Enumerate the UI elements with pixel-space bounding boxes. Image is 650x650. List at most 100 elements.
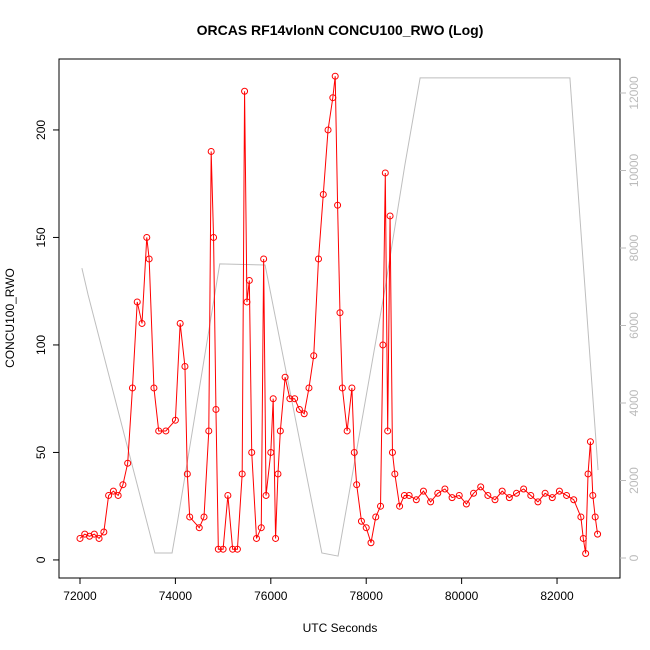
data-point — [594, 530, 602, 538]
x-tick-label: 82000 — [540, 589, 574, 603]
data-point — [224, 491, 232, 499]
data-point — [145, 255, 153, 263]
data-point — [124, 459, 132, 467]
data-point — [372, 513, 380, 521]
data-point — [252, 534, 260, 542]
y2-tick-label: 8000 — [627, 234, 641, 261]
data-point — [109, 487, 117, 495]
data-point — [534, 498, 542, 506]
data-point — [162, 427, 170, 435]
data-point — [241, 87, 249, 95]
data-point — [396, 502, 404, 510]
data-point — [245, 276, 253, 284]
data-point — [448, 494, 456, 502]
data-point — [133, 298, 141, 306]
y-tick-label: 100 — [34, 335, 48, 355]
data-point — [400, 491, 408, 499]
y2-tick-label: 6000 — [627, 312, 641, 339]
data-point — [114, 491, 122, 499]
data-point — [143, 233, 151, 241]
data-point — [582, 549, 590, 557]
y2-tick-label: 4000 — [627, 389, 641, 416]
data-point — [589, 491, 597, 499]
series-line — [81, 77, 599, 557]
data-point — [272, 534, 280, 542]
data-point — [212, 405, 220, 413]
data-point — [281, 373, 289, 381]
data-point — [276, 427, 284, 435]
data-point — [207, 147, 215, 155]
data-point — [381, 169, 389, 177]
data-point — [434, 489, 442, 497]
data-point — [319, 190, 327, 198]
data-point — [257, 524, 265, 532]
data-point — [183, 470, 191, 478]
data-point — [412, 496, 420, 504]
data-point — [555, 487, 563, 495]
data-point — [353, 481, 361, 489]
y-tick-label: 200 — [34, 120, 48, 140]
y2-tick-label: 2000 — [627, 467, 641, 494]
data-point — [181, 362, 189, 370]
data-point — [441, 485, 449, 493]
data-point — [505, 494, 513, 502]
data-point — [138, 319, 146, 327]
x-axis-label: UTC Seconds — [303, 621, 378, 635]
data-point — [200, 513, 208, 521]
data-point — [367, 539, 375, 547]
data-point — [350, 448, 358, 456]
data-point — [324, 126, 332, 134]
series-line — [79, 76, 599, 554]
data-point — [348, 384, 356, 392]
data-point — [291, 395, 299, 403]
data-point — [150, 384, 158, 392]
data-point — [591, 513, 599, 521]
data-point — [498, 487, 506, 495]
data-point — [484, 491, 492, 499]
data-point — [214, 545, 222, 553]
data-point — [171, 416, 179, 424]
data-point — [90, 530, 98, 538]
data-point — [128, 384, 136, 392]
data-point — [343, 427, 351, 435]
data-point — [229, 545, 237, 553]
data-point — [286, 395, 294, 403]
data-point — [238, 470, 246, 478]
data-point — [462, 500, 470, 508]
data-point — [76, 534, 84, 542]
data-point — [274, 470, 282, 478]
data-point — [338, 384, 346, 392]
data-point — [384, 427, 392, 435]
data-point — [186, 513, 194, 521]
data-point — [357, 517, 365, 525]
data-point — [260, 255, 268, 263]
y2-tick-label: 10000 — [627, 153, 641, 187]
data-point — [377, 502, 385, 510]
data-point — [405, 491, 413, 499]
data-point — [205, 427, 213, 435]
x-tick-label: 78000 — [350, 589, 384, 603]
data-point — [315, 255, 323, 263]
data-point — [388, 448, 396, 456]
data-point — [520, 485, 528, 493]
data-point — [310, 352, 318, 360]
data-point — [455, 491, 463, 499]
data-point — [305, 384, 313, 392]
data-point — [119, 481, 127, 489]
data-point — [267, 448, 275, 456]
data-point — [176, 319, 184, 327]
data-point — [379, 341, 387, 349]
data-point — [548, 494, 556, 502]
y-tick-label: 0 — [34, 556, 48, 563]
data-point — [195, 524, 203, 532]
data-point — [419, 487, 427, 495]
data-point — [491, 496, 499, 504]
data-point — [477, 483, 485, 491]
data-point — [577, 513, 585, 521]
data-point — [334, 201, 342, 209]
data-point — [233, 545, 241, 553]
data-point — [586, 438, 594, 446]
data-point — [570, 496, 578, 504]
data-point — [100, 528, 108, 536]
